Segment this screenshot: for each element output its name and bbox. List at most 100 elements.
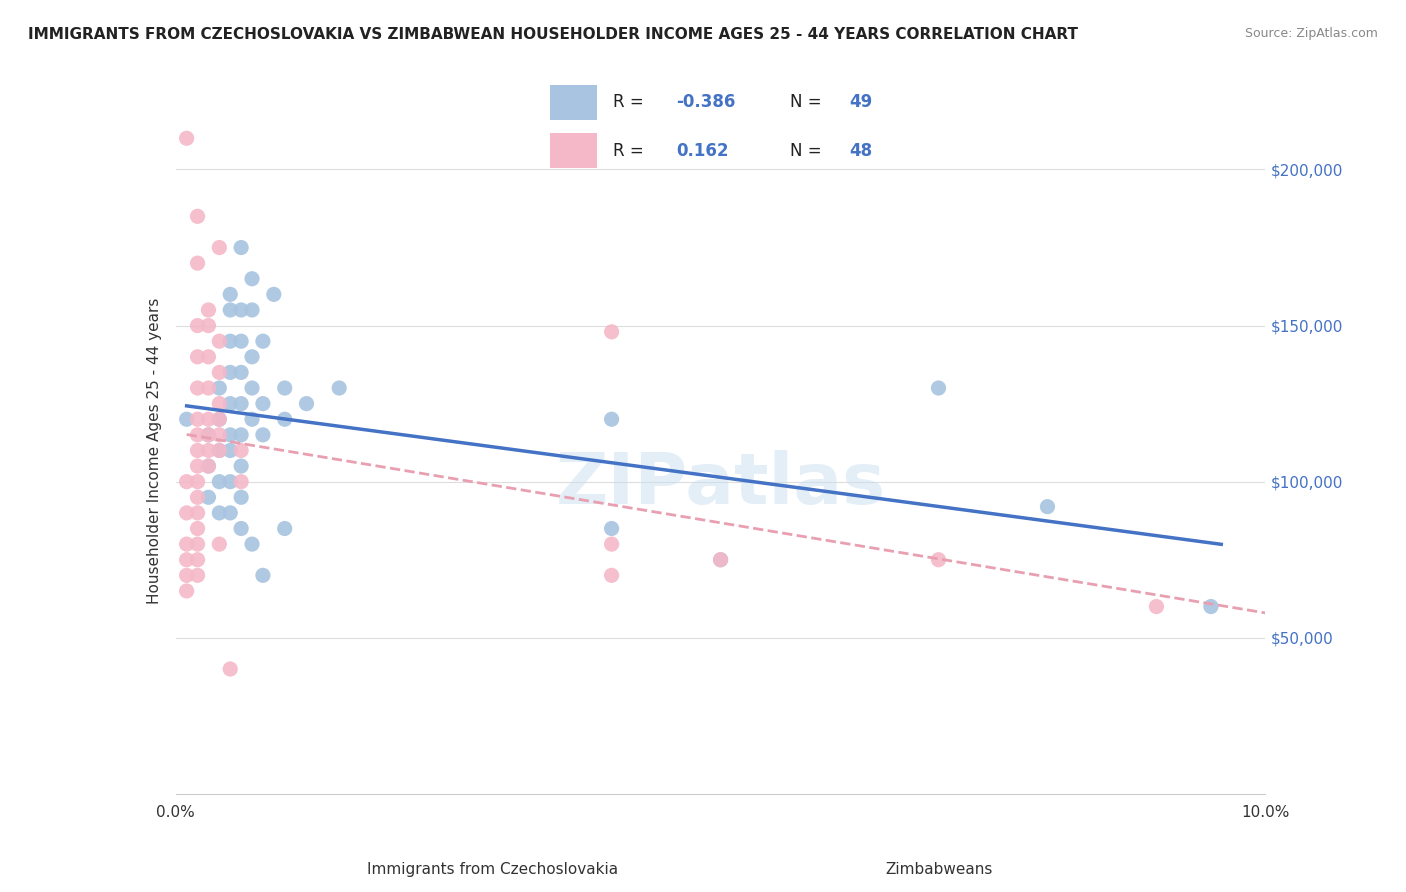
Point [176, 568, 198, 582]
Point [219, 443, 242, 458]
Point [328, 381, 350, 395]
Point [176, 412, 198, 426]
Point [219, 427, 242, 442]
Point [176, 506, 198, 520]
Point [186, 568, 209, 582]
Point [252, 427, 274, 442]
Point [219, 303, 242, 318]
Point [176, 537, 198, 551]
Text: Immigrants from Czechoslovakia: Immigrants from Czechoslovakia [367, 863, 617, 877]
Point [197, 350, 219, 364]
Point [219, 366, 242, 380]
Point [186, 475, 209, 489]
Point [219, 475, 242, 489]
Text: IMMIGRANTS FROM CZECHOSLOVAKIA VS ZIMBABWEAN HOUSEHOLDER INCOME AGES 25 - 44 YEA: IMMIGRANTS FROM CZECHOSLOVAKIA VS ZIMBAB… [28, 27, 1078, 42]
Point [208, 475, 231, 489]
Point [231, 427, 253, 442]
Point [219, 506, 242, 520]
Point [240, 537, 263, 551]
Point [197, 458, 219, 473]
Text: Source: ZipAtlas.com: Source: ZipAtlas.com [1244, 27, 1378, 40]
Point [186, 552, 209, 567]
Point [186, 490, 209, 504]
Point [252, 396, 274, 410]
Point [186, 381, 209, 395]
Point [231, 334, 253, 348]
Point [219, 287, 242, 301]
Point [186, 350, 209, 364]
Point [928, 552, 950, 567]
Point [176, 552, 198, 567]
Point [197, 303, 219, 318]
Point [219, 396, 242, 410]
Point [231, 475, 253, 489]
Point [600, 325, 623, 339]
Point [263, 287, 285, 301]
Point [600, 412, 623, 426]
Point [240, 271, 263, 285]
Point [186, 443, 209, 458]
Point [208, 427, 231, 442]
Point [176, 131, 198, 145]
Point [219, 334, 242, 348]
Point [197, 318, 219, 333]
Text: R =: R = [613, 142, 654, 160]
Text: -0.386: -0.386 [676, 94, 735, 112]
Text: 49: 49 [849, 94, 873, 112]
Point [928, 381, 950, 395]
Point [208, 381, 231, 395]
Point [231, 303, 253, 318]
Point [186, 412, 209, 426]
Point [231, 240, 253, 255]
Point [240, 381, 263, 395]
Point [186, 209, 209, 223]
Point [176, 583, 198, 598]
Point [1199, 599, 1222, 614]
Text: N =: N = [790, 142, 827, 160]
Point [231, 396, 253, 410]
Point [197, 427, 219, 442]
Point [197, 381, 219, 395]
Point [186, 458, 209, 473]
Text: 48: 48 [849, 142, 872, 160]
Point [186, 506, 209, 520]
Point [208, 443, 231, 458]
Point [600, 521, 623, 535]
Point [231, 366, 253, 380]
Point [186, 537, 209, 551]
Text: Zimbabweans: Zimbabweans [886, 863, 993, 877]
Text: ZIPatlas: ZIPatlas [555, 450, 886, 519]
Point [274, 381, 297, 395]
Point [208, 537, 231, 551]
Point [208, 412, 231, 426]
Point [295, 396, 318, 410]
Point [240, 350, 263, 364]
Point [208, 334, 231, 348]
Point [1144, 599, 1167, 614]
Point [197, 412, 219, 426]
Point [197, 458, 219, 473]
Text: N =: N = [790, 94, 827, 112]
Point [208, 396, 231, 410]
Point [231, 443, 253, 458]
Point [252, 568, 274, 582]
Point [219, 662, 242, 676]
Text: R =: R = [613, 94, 650, 112]
Point [600, 568, 623, 582]
Point [274, 521, 297, 535]
Point [710, 552, 733, 567]
Y-axis label: Householder Income Ages 25 - 44 years: Householder Income Ages 25 - 44 years [146, 297, 162, 604]
Point [208, 443, 231, 458]
Point [231, 458, 253, 473]
Point [208, 506, 231, 520]
Point [274, 412, 297, 426]
Point [186, 318, 209, 333]
Point [208, 412, 231, 426]
Point [197, 443, 219, 458]
Point [1036, 500, 1059, 514]
Point [252, 334, 274, 348]
Point [231, 521, 253, 535]
FancyBboxPatch shape [550, 86, 598, 120]
Text: 0.162: 0.162 [676, 142, 728, 160]
Point [197, 490, 219, 504]
